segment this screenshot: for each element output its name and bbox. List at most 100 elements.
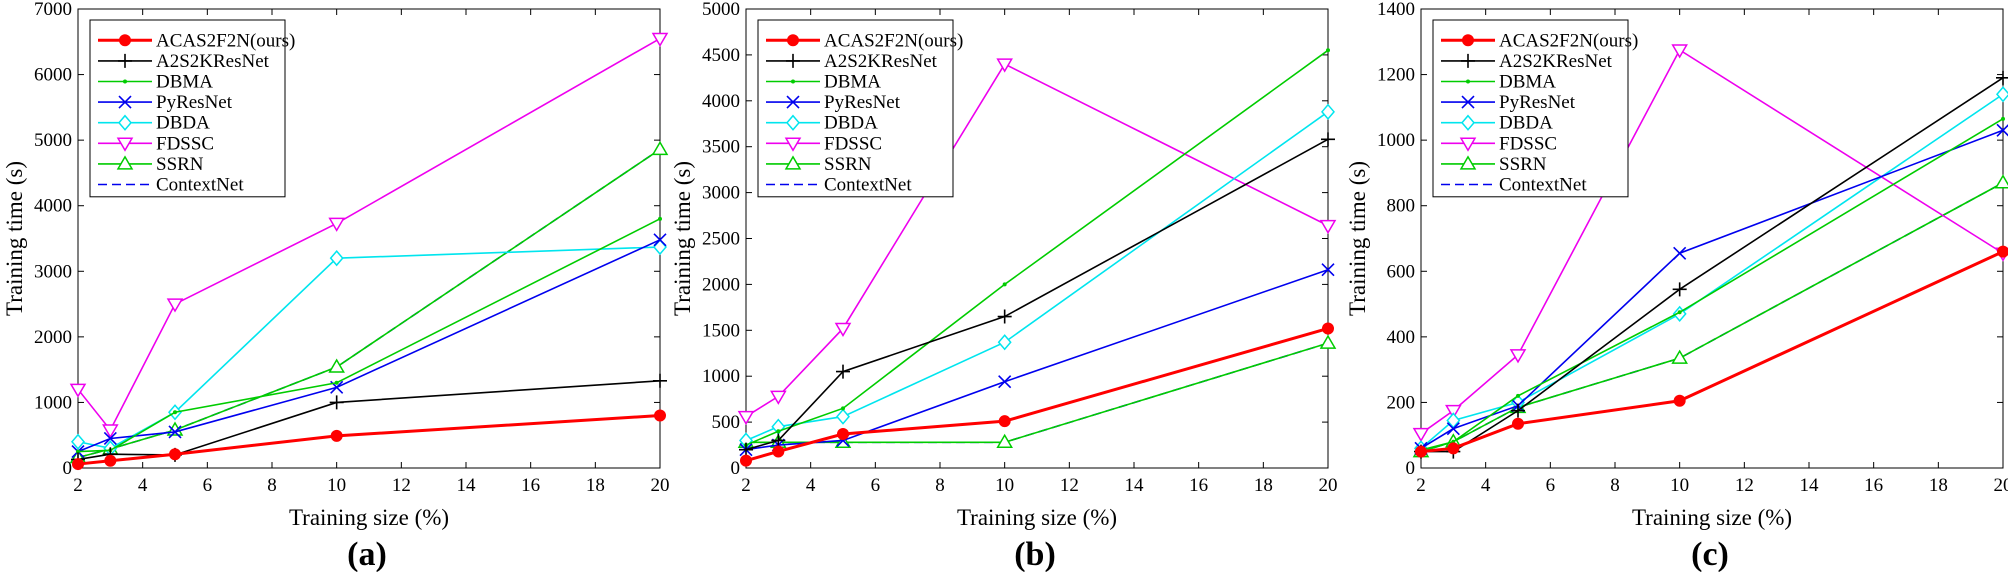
data-point: [740, 454, 752, 467]
data-point: [654, 409, 666, 422]
legend-label: PyResNet: [156, 92, 233, 113]
data-point: [330, 429, 343, 442]
y-tick-label: 4000: [34, 196, 72, 217]
data-point: [776, 429, 781, 434]
y-tick-label: 3500: [702, 137, 740, 158]
legend-marker: [1461, 53, 1475, 68]
series-fdssc: [69, 32, 669, 439]
legend-label: DBMA: [1499, 72, 1556, 93]
legend-label: A2S2KResNet: [824, 51, 938, 72]
data-point: [1445, 404, 1462, 420]
series-fdssc: [737, 58, 1337, 426]
plot-area-frame: [1420, 8, 2004, 469]
legend-label: FDSSC: [156, 133, 214, 154]
data-point: [329, 250, 344, 267]
legend-entry: DBDA: [766, 113, 878, 134]
series-contextnet: [1420, 182, 2004, 453]
x-tick-label: 20: [1319, 475, 1338, 496]
legend-entry: ACAS2F2N(ours): [1441, 30, 1638, 51]
x-tick-label: 4: [138, 475, 148, 496]
legend-label: A2S2KResNet: [156, 51, 270, 72]
series-line: [746, 342, 1329, 444]
y-tick-label: 600: [1387, 261, 1416, 282]
legend-label: DBDA: [1499, 113, 1553, 134]
series-dbma: [744, 48, 1330, 448]
legend-label: ContextNet: [824, 175, 912, 196]
x-axis-label: Training size (%): [289, 505, 449, 530]
data-point: [1996, 123, 2008, 137]
chart-panel-1: 2 4 6 8 10 12 14 16 18 20 0 1000 2000 3000 4000 5000 600…: [2, 0, 670, 572]
legend-entry: A2S2KResNet: [1441, 51, 1613, 72]
data-point: [1321, 263, 1335, 277]
data-point: [1412, 427, 1430, 443]
data-point: [841, 406, 845, 411]
data-point: [1677, 310, 1682, 315]
series-line: [745, 268, 1329, 451]
x-tick-label: 10: [327, 475, 346, 496]
data-point: [1996, 70, 2008, 85]
legend-label: ContextNet: [156, 175, 244, 196]
legend: ACAS2F2N(ours)A2S2KResNetDBMAPyResNetDBD…: [89, 19, 295, 198]
legend-entry: ContextNet: [766, 175, 912, 196]
chart-panel-2: 2 4 6 8 10 12 14 16 18 20 0 500 1000 1500 2000 2500 3000…: [670, 0, 1338, 572]
y-tick-label: 1400: [1377, 0, 1415, 20]
data-point: [997, 309, 1012, 324]
data-point: [1511, 403, 1525, 418]
x-tick-label: 18: [1929, 475, 1948, 496]
legend-marker: [791, 79, 795, 84]
data-point: [771, 433, 786, 448]
data-point: [739, 442, 753, 457]
y-tick-label: 3000: [34, 261, 72, 282]
legend-marker: [116, 137, 134, 152]
series-line: [746, 342, 1329, 444]
x-tick-label: 2: [741, 475, 751, 496]
y-tick-label: 0: [731, 458, 741, 479]
data-point: [334, 380, 339, 385]
legend-label: SSRN: [156, 154, 204, 175]
legend-marker: [116, 155, 134, 170]
legend-label: ACAS2F2N(ours): [1499, 30, 1638, 51]
data-point: [173, 410, 177, 415]
series-a2s2kresnet: [739, 132, 1335, 457]
y-axis-label: Training time (s): [670, 161, 695, 316]
y-tick-label: 5000: [702, 0, 740, 20]
y-tick-label: 1500: [702, 320, 740, 341]
x-tick-label: 2: [1416, 475, 1426, 496]
legend-label: PyResNet: [1499, 92, 1576, 113]
data-point: [328, 358, 345, 373]
legend: ACAS2F2N(ours)A2S2KResNetDBMAPyResNetDBD…: [757, 19, 963, 198]
data-point: [772, 445, 785, 458]
legend-marker: [118, 53, 132, 68]
data-point: [1673, 394, 1686, 407]
data-point: [328, 217, 345, 232]
y-tick-label: 0: [1406, 458, 1416, 479]
x-tick-label: 16: [521, 475, 540, 496]
x-tick-label: 16: [1864, 475, 1883, 496]
x-tick-label: 20: [1994, 475, 2008, 496]
legend: ACAS2F2N(ours)A2S2KResNetDBMAPyResNetDBD…: [1432, 19, 1638, 198]
series-line: [1420, 182, 2004, 453]
data-point: [1322, 322, 1334, 335]
data-point: [1319, 334, 1337, 349]
x-tick-label: 20: [651, 475, 670, 496]
y-tick-label: 2000: [702, 274, 740, 295]
data-point: [1516, 393, 1520, 398]
series-ssrn: [1412, 174, 2008, 458]
data-point: [72, 458, 84, 471]
legend-marker: [119, 34, 131, 47]
data-point: [1671, 44, 1688, 59]
x-tick-label: 6: [871, 475, 881, 496]
data-point: [1994, 174, 2008, 189]
legend-entry: A2S2KResNet: [98, 51, 270, 72]
x-tick-label: 4: [1481, 475, 1491, 496]
series-dbma: [76, 216, 662, 454]
x-tick-label: 14: [457, 475, 477, 496]
data-point: [658, 216, 662, 221]
x-tick-label: 10: [1670, 475, 1689, 496]
data-point: [329, 395, 344, 410]
series-line: [77, 414, 661, 466]
data-point: [651, 140, 669, 156]
legend-entry: DBDA: [1441, 113, 1553, 134]
data-point: [997, 334, 1012, 351]
